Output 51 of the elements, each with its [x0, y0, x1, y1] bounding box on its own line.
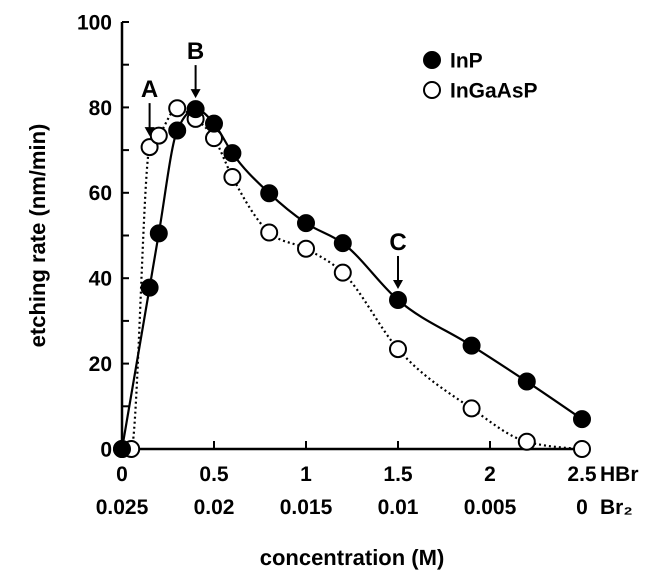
y-tick-label: 20 [88, 352, 112, 376]
point [518, 432, 536, 451]
x-tick-label: 1.5 [383, 463, 413, 486]
y-tick-label: 40 [88, 268, 112, 291]
point [462, 336, 481, 355]
point [260, 184, 278, 202]
point [518, 372, 536, 391]
x2-tick-label: 0.01 [378, 496, 419, 519]
point [150, 126, 168, 145]
point [334, 234, 352, 252]
x-tick-label: 1 [300, 463, 312, 486]
point [462, 399, 481, 418]
point [168, 121, 186, 140]
y-tick-label: 80 [88, 96, 112, 120]
x2-tick-label: 0.02 [194, 496, 234, 519]
y-tick-label: 0 [100, 438, 112, 462]
point [297, 214, 315, 232]
point [205, 114, 223, 133]
point [140, 278, 159, 297]
point [223, 144, 242, 162]
x-tick-label: 0 [116, 463, 128, 486]
legend-label: InP [450, 49, 483, 72]
point [573, 410, 591, 428]
x-axis-title: concentration (M) [260, 545, 444, 570]
annotation: A [140, 76, 158, 104]
point [260, 224, 278, 242]
point [297, 240, 315, 258]
point [334, 264, 352, 282]
x-tick-label: 2 [484, 463, 496, 486]
point [389, 340, 407, 358]
point [389, 290, 407, 309]
point [168, 99, 186, 118]
x-tick-label: 0.5 [199, 463, 229, 486]
annotation: C [389, 228, 407, 256]
point [186, 100, 205, 118]
point [140, 138, 159, 156]
y-tick-label: 100 [76, 11, 112, 34]
x2-tick-label: 0.005 [464, 496, 517, 519]
point [223, 168, 242, 186]
point [150, 224, 168, 242]
text: HBr [600, 463, 639, 486]
annotation: B [186, 38, 204, 66]
y-tick-label: 60 [88, 182, 112, 206]
y-axis-title: etching rate (nm/min) [25, 124, 50, 348]
x-tick-label: 2.5 [567, 463, 597, 486]
point [573, 440, 591, 458]
x2-tick-label: 0.015 [280, 496, 333, 519]
x2-tick-label: 0.025 [96, 496, 149, 519]
x2-tick-label: 0 [576, 496, 588, 519]
x2-axis-title: Br₂ [600, 496, 633, 519]
legend-label: InGaAsP [450, 79, 538, 102]
